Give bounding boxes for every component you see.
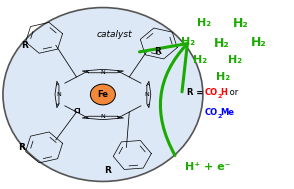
Text: R: R [104,166,111,175]
Text: H₂: H₂ [181,37,195,46]
Text: 2: 2 [217,114,222,119]
Text: catalyst: catalyst [97,29,133,39]
Text: Me: Me [220,108,235,117]
Text: R: R [154,46,161,56]
Text: CO: CO [204,108,218,117]
Text: Cl: Cl [74,108,82,114]
Text: CO: CO [204,88,218,97]
Text: H₂: H₂ [193,56,207,65]
Text: R: R [21,41,29,50]
Text: H₂: H₂ [216,73,230,82]
Text: H₂: H₂ [233,17,249,30]
Text: N: N [56,92,61,97]
Text: N: N [101,114,105,119]
Text: H: H [220,88,227,97]
Text: H₂: H₂ [214,37,230,50]
Text: R =: R = [187,88,206,97]
Text: R: R [19,143,26,152]
Text: Fe: Fe [97,90,108,99]
Ellipse shape [90,84,115,105]
Text: or: or [227,88,238,97]
Text: N: N [144,92,149,97]
Text: H₂: H₂ [251,36,267,49]
Text: 2: 2 [217,94,222,99]
Text: H₂: H₂ [228,56,242,65]
FancyArrowPatch shape [140,43,188,155]
Ellipse shape [3,8,203,181]
Text: H⁺ + e⁻: H⁺ + e⁻ [185,162,230,172]
Text: H₂: H₂ [197,18,211,28]
Text: N: N [101,70,105,75]
